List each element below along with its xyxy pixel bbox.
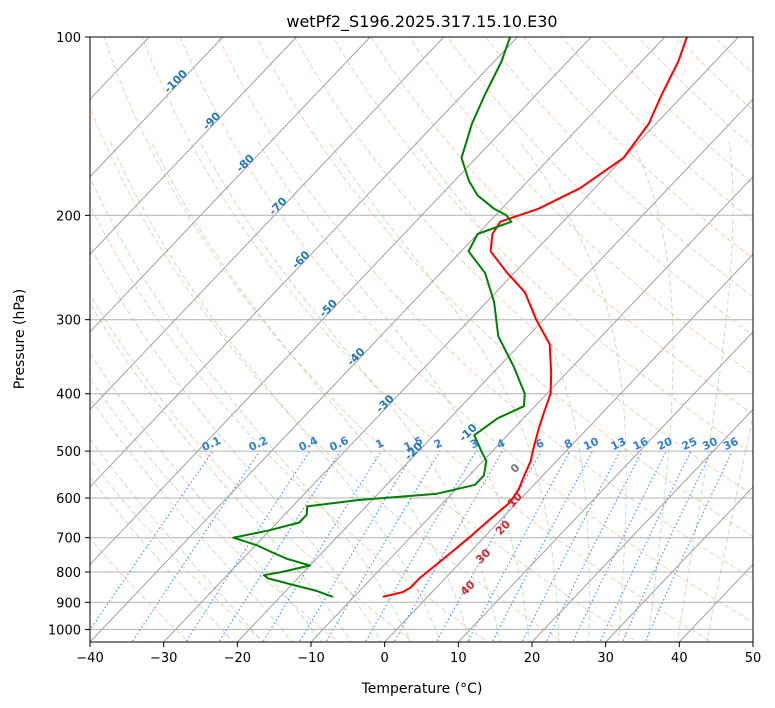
isotherm-line: [605, 486, 753, 642]
y-tick-label: 300: [56, 314, 81, 329]
isotherm-line: [90, 37, 371, 333]
moist-adiabat: [199, 141, 501, 642]
mixing-ratio-line: [218, 450, 341, 642]
isotherm-line: [236, 98, 753, 642]
y-tick-label: 1000: [48, 623, 81, 638]
dry-adiabat: [370, 37, 753, 415]
dry-adiabat: [90, 458, 265, 642]
profile-series: [232, 37, 688, 598]
isotherm-line: [90, 37, 592, 566]
dry-adiabat: [217, 37, 753, 580]
x-tick-label: 0: [381, 651, 389, 666]
moist-adiabat: [90, 438, 264, 642]
x-axis-title: Temperature (°C): [361, 681, 483, 697]
plot-frame: [89, 36, 754, 643]
mixing-ratio-label: 36: [721, 435, 741, 453]
moist-adiabat: [631, 141, 674, 642]
isotherm-line: [384, 253, 753, 642]
dry-adiabat: [141, 37, 713, 642]
y-tick-label: 900: [56, 596, 81, 611]
moist-adiabat: [328, 141, 560, 642]
x-axis: −40 −30 −20 −10 0 10 20 30 40 50: [76, 642, 761, 666]
dry-adiabat: [256, 37, 753, 538]
y-tick-label: 400: [56, 388, 81, 403]
mixing-ratio-label: 13: [609, 435, 628, 453]
x-tick-label: 10: [450, 651, 467, 666]
x-tick-label: −10: [297, 651, 324, 666]
x-tick-label: −30: [150, 651, 177, 666]
mixing-ratio-line: [466, 450, 571, 642]
dry-adiabat: [408, 37, 753, 375]
mixing-ratio-line: [521, 450, 621, 642]
isotherm-line: [457, 331, 753, 642]
moist-adiabat: [90, 352, 323, 642]
moist-adiabat: [150, 141, 471, 642]
dry-adiabat: [90, 204, 489, 642]
y-tick-label: 100: [56, 31, 81, 46]
plot-area: [90, 37, 753, 642]
moist-adiabat: [257, 141, 530, 642]
mixing-ratio-line: [621, 450, 712, 642]
isotherm-line: [90, 37, 445, 411]
isotherm-line: [90, 37, 297, 256]
y-axis-title: Pressure (hPa): [12, 289, 28, 389]
mixing-ratio-line: [599, 450, 692, 642]
y-tick-label: 700: [56, 532, 81, 547]
y-tick-label: 200: [56, 209, 81, 224]
isotherm-line: [90, 37, 224, 178]
isotherm-line: [90, 37, 666, 642]
mixing-ratio-line: [131, 450, 261, 642]
isotherm-line: [310, 176, 753, 642]
x-tick-label: 40: [671, 651, 688, 666]
mixing-ratio-label: 30: [700, 435, 720, 453]
x-tick-label: 30: [597, 651, 614, 666]
x-tick-label: 20: [524, 651, 541, 666]
moist-adiabat: [90, 476, 234, 642]
moist-adiabat: [109, 141, 441, 642]
temperature-profile-line: [382, 37, 688, 598]
moist-adiabat: [676, 141, 734, 642]
isotherm-line: [163, 37, 739, 642]
y-tick-label: 600: [56, 492, 81, 507]
mixing-ratio-label: 25: [680, 435, 699, 453]
x-tick-label: −20: [224, 651, 251, 666]
y-tick-label: 800: [56, 566, 81, 581]
chart-title: wetPf2_S196.2025.317.15.10.E30: [286, 12, 557, 32]
mixing-ratio-line: [185, 450, 311, 642]
dry-adiabat: [294, 37, 753, 496]
moist-adiabat: [519, 141, 627, 642]
y-axis: 100 200 300 400 500 600 700 800 900 1000: [48, 31, 90, 638]
isotherm-line: [90, 37, 518, 488]
mixing-ratio-label: 16: [631, 435, 651, 453]
moist-adiabat: [90, 397, 293, 642]
isotherm-gridlines: [90, 37, 753, 642]
mixing-ratio-line: [90, 450, 214, 631]
moist-adiabat: [90, 176, 412, 642]
moist-adiabat: [414, 141, 590, 642]
mixing-ratio-label: 20: [655, 435, 675, 453]
x-tick-label: −40: [76, 651, 103, 666]
y-tick-label: 500: [56, 445, 81, 460]
isotherm-line: [531, 408, 753, 642]
moist-adiabat: [90, 245, 382, 642]
x-tick-label: 50: [745, 651, 762, 666]
mixing-ratio-label: 10: [581, 435, 601, 453]
dewpoint-profile-line: [232, 37, 526, 598]
